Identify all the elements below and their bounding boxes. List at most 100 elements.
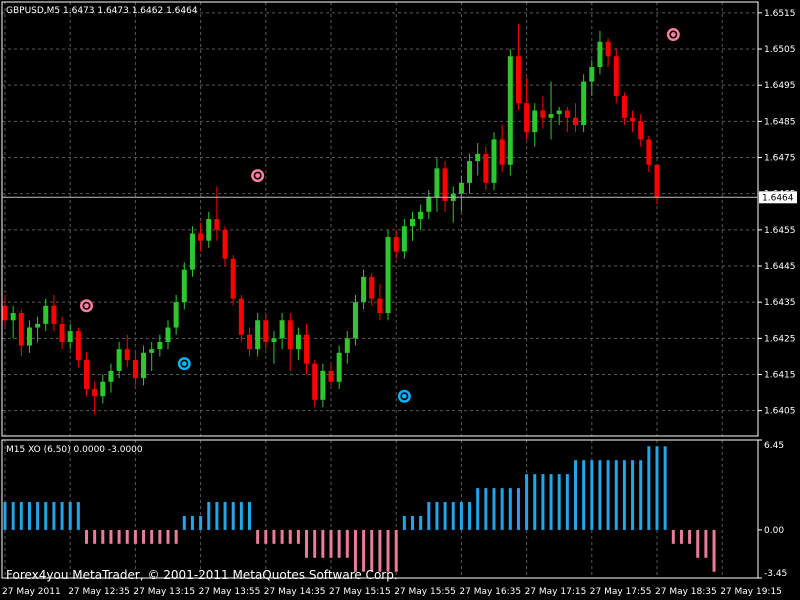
candle-body — [377, 298, 383, 314]
candle-body — [442, 168, 448, 201]
candle-body — [597, 41, 603, 68]
candle-body — [638, 121, 644, 140]
histogram-bar — [337, 529, 341, 558]
candle-body — [393, 237, 399, 252]
xo-marker-ring — [669, 30, 678, 39]
histogram-bar — [166, 529, 170, 544]
x-tick-label: 27 May 12:35 — [68, 587, 130, 597]
candle-body — [255, 320, 261, 350]
candle-body — [247, 334, 252, 350]
histogram-bar — [484, 488, 488, 530]
histogram-bar — [679, 529, 683, 544]
histogram-bar — [313, 529, 317, 558]
y-tick-label: 1.6495 — [764, 81, 796, 91]
y-tick-label: 1.6455 — [764, 226, 796, 236]
y-tick-label: 1.6435 — [764, 298, 796, 308]
candle-body — [605, 41, 611, 57]
candle-body — [524, 103, 530, 133]
histogram-bar — [296, 529, 300, 544]
histogram-bar — [598, 460, 602, 530]
x-tick-label: 27 May 16:35 — [459, 587, 521, 597]
candle-body — [646, 139, 652, 165]
candle-body — [344, 338, 350, 353]
histogram-bar — [459, 502, 463, 530]
candle-body — [222, 229, 228, 259]
histogram-bar — [68, 502, 72, 530]
x-tick-label: 27 May 18:35 — [655, 587, 717, 597]
candle-body — [214, 219, 220, 230]
y-tick-label: 1.6405 — [764, 407, 796, 417]
y-tick-label: 1.6475 — [764, 154, 796, 164]
candle-body — [2, 305, 8, 321]
histogram-bar — [508, 488, 512, 530]
histogram-bar — [394, 529, 398, 572]
candle-body — [548, 114, 554, 118]
candle-body — [515, 56, 521, 104]
candle-body — [149, 349, 155, 353]
xo-marker-ring — [253, 171, 262, 180]
histogram-bar — [345, 529, 349, 558]
candle-body — [336, 352, 342, 382]
grid — [2, 2, 758, 578]
candle-body — [271, 338, 277, 342]
histogram-bar — [150, 529, 154, 544]
histogram-bar — [223, 502, 227, 530]
histogram-bar — [541, 474, 545, 530]
candle-body — [198, 233, 204, 241]
histogram-bar — [655, 446, 659, 530]
candle-body — [458, 182, 464, 194]
y-tick-label: 1.6515 — [764, 9, 796, 19]
histogram-bar — [280, 529, 284, 544]
histogram-bar — [435, 502, 439, 530]
candle-body — [263, 320, 269, 342]
candle-body — [295, 334, 301, 350]
histogram-bar — [533, 474, 537, 530]
histogram-bar — [239, 502, 243, 530]
copyright-footer: Forex4you MetaTrader, © 2001-2011 MetaQu… — [6, 568, 398, 582]
candle-body — [434, 168, 440, 198]
histogram-bar — [402, 515, 406, 530]
candle-body — [532, 110, 538, 133]
x-tick-label: 27 May 17:55 — [590, 587, 652, 597]
candle-body — [84, 360, 89, 389]
candle-body — [141, 352, 147, 379]
candle-body — [287, 320, 293, 350]
histogram-bar — [712, 529, 716, 572]
histogram-bar — [419, 515, 423, 530]
histogram-bar — [574, 460, 577, 530]
histogram-bar — [614, 460, 618, 530]
histogram-bar — [76, 502, 80, 530]
histogram-bar — [11, 502, 15, 530]
histogram-bar — [353, 529, 357, 572]
candle-body — [507, 56, 513, 165]
candle-body — [230, 258, 236, 299]
candle-body — [92, 388, 98, 397]
x-tick-label: 27 May 15:55 — [394, 587, 456, 597]
histogram-bar — [704, 529, 708, 558]
histogram-bar — [516, 488, 520, 530]
candle-body — [320, 370, 326, 400]
histogram-bar — [117, 529, 121, 544]
candle-body — [361, 276, 367, 303]
histogram-bar — [158, 529, 162, 544]
xo-histogram — [3, 446, 716, 572]
candle-body — [467, 161, 473, 183]
candle-body — [483, 153, 489, 183]
indicator-y-tick-label: 0.00 — [764, 526, 784, 536]
candle-body — [621, 96, 627, 118]
histogram-bar — [565, 474, 569, 530]
histogram-bar — [549, 474, 553, 530]
xo-marker-ring — [180, 359, 189, 368]
histogram-bar — [215, 502, 219, 530]
histogram-bar — [207, 502, 211, 530]
candle-body — [401, 226, 407, 252]
histogram-bar — [133, 529, 137, 544]
histogram-bar — [590, 460, 594, 530]
candlestick-series — [2, 23, 660, 415]
histogram-bar — [411, 515, 414, 530]
histogram-bar — [386, 529, 390, 572]
xo-marker-ring — [82, 301, 91, 310]
histogram-bar — [492, 488, 496, 530]
